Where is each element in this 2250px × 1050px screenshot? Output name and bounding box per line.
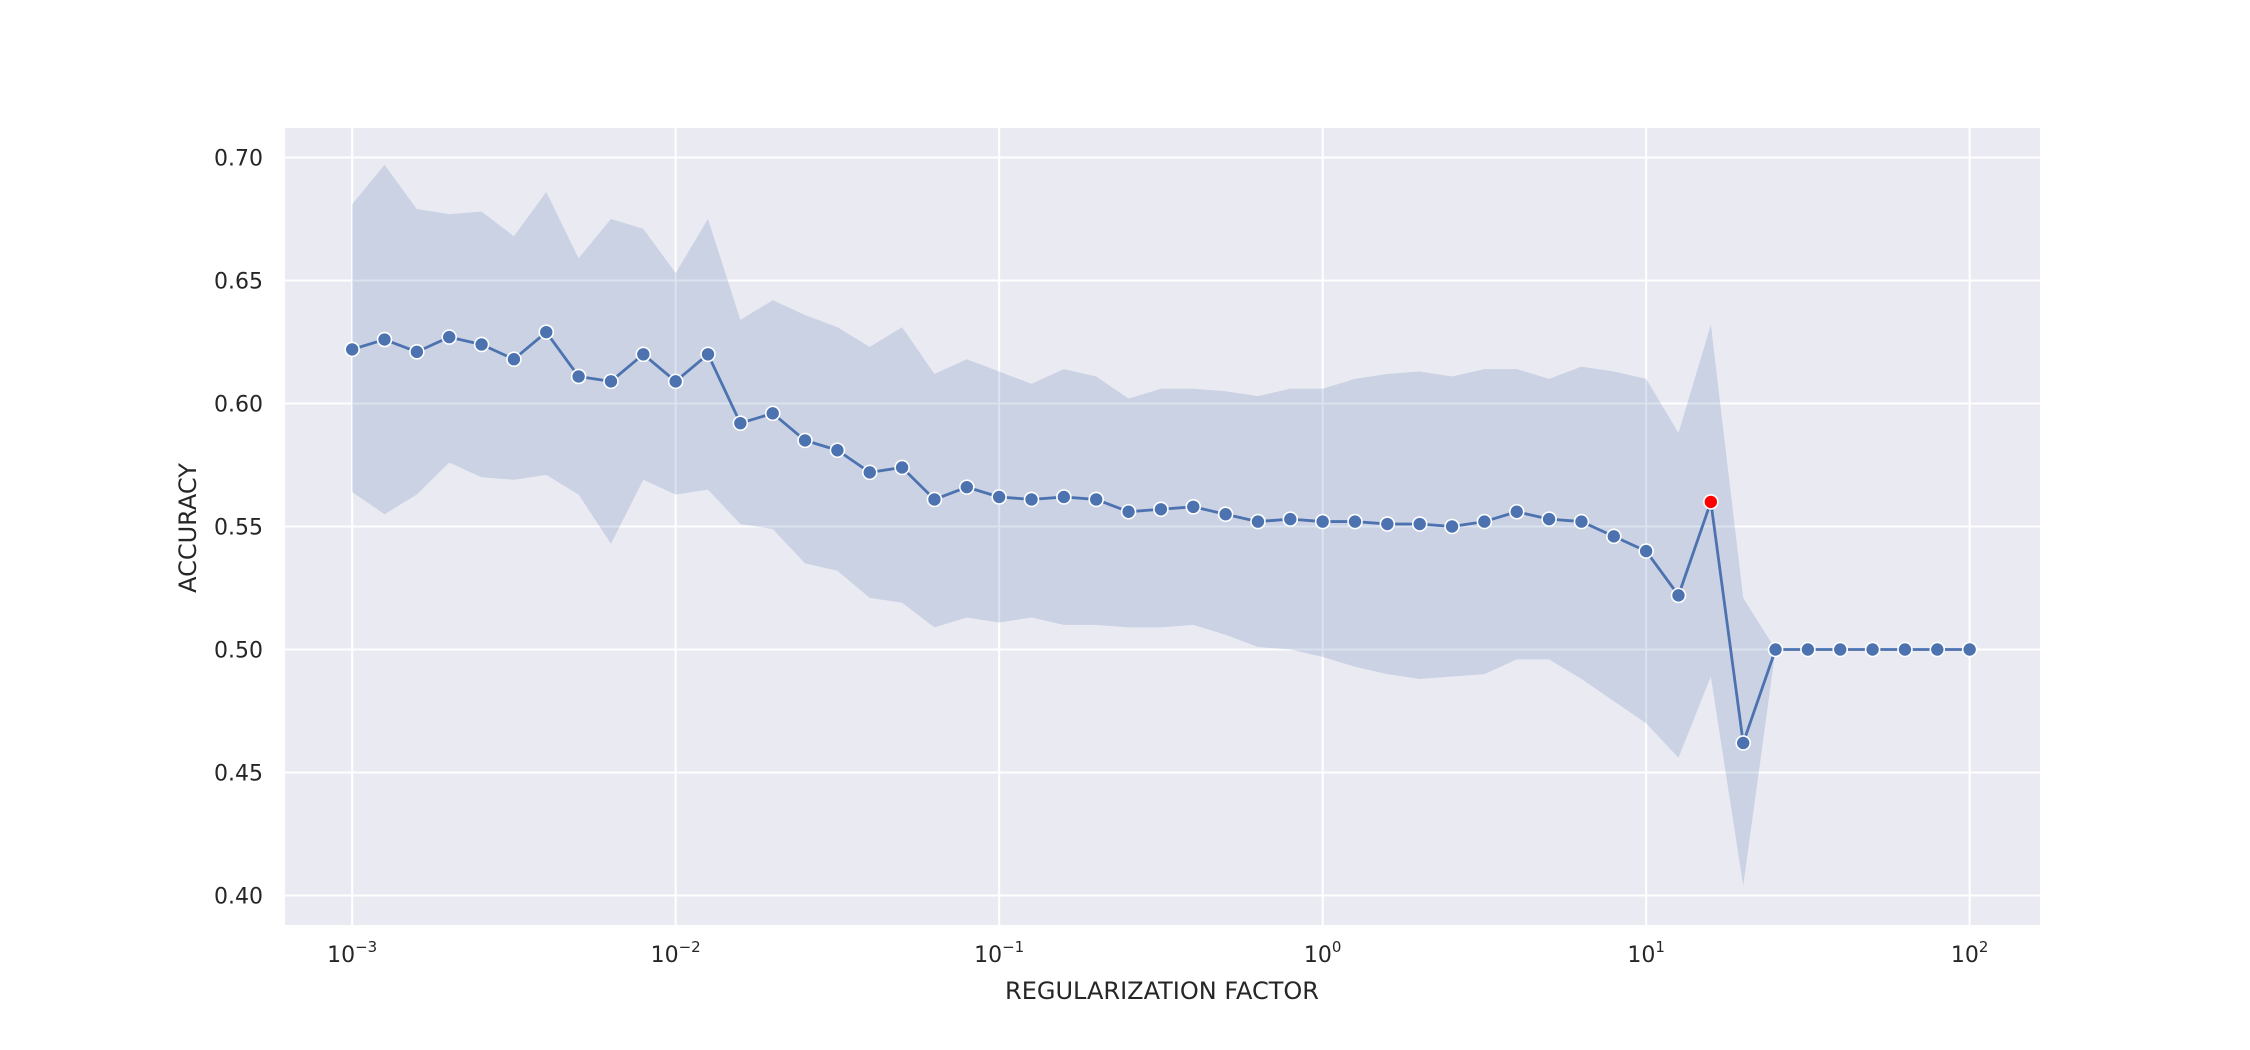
data-point (1282, 511, 1299, 527)
data-point (506, 351, 522, 368)
data-point (441, 329, 458, 345)
data-point (1832, 641, 1849, 658)
data-point (797, 432, 813, 449)
data-point (1120, 503, 1137, 520)
y-axis-title: ACCURACY (174, 463, 202, 593)
data-point (1800, 641, 1816, 658)
x-tick-label: 10−2 (651, 938, 701, 968)
x-tick-label: 101 (1627, 938, 1665, 968)
data-point (570, 368, 587, 385)
data-point (1508, 503, 1525, 520)
data-point (991, 489, 1007, 505)
data-point (732, 415, 749, 431)
x-tick-labels: 10−3 10−2 10−1 100 101 102 (327, 938, 1988, 968)
data-point (1153, 501, 1169, 518)
highlighted-data-point (1703, 494, 1719, 510)
y-tick-label: 0.65 (214, 270, 263, 295)
data-point (409, 344, 425, 360)
data-point (1444, 518, 1460, 535)
data-point (1638, 543, 1654, 559)
data-point (829, 442, 846, 459)
data-point (1929, 641, 1946, 658)
data-point (344, 341, 360, 358)
x-tick-label: 10−1 (974, 938, 1024, 968)
data-point (1735, 735, 1751, 751)
data-point (1864, 641, 1881, 658)
data-point (1573, 513, 1590, 530)
y-tick-label: 0.45 (214, 761, 263, 786)
data-point (894, 459, 910, 476)
data-point (700, 346, 716, 363)
y-tick-labels: 0.40 0.45 0.50 0.55 0.60 0.65 0.70 (214, 147, 263, 910)
data-point (603, 373, 619, 390)
data-point (1314, 513, 1331, 530)
data-point (1961, 641, 1978, 658)
data-point (1217, 506, 1234, 523)
confidence-band-area (352, 164, 1970, 886)
data-point (1897, 641, 1913, 658)
data-point (538, 324, 555, 340)
data-point (1379, 516, 1396, 532)
data-point (926, 491, 943, 508)
data-point (1411, 516, 1428, 532)
data-point (764, 405, 781, 422)
x-tick-label: 102 (1951, 938, 1989, 968)
data-point (959, 479, 975, 495)
data-point (1056, 489, 1072, 505)
data-point (376, 331, 393, 348)
x-tick-label: 100 (1304, 938, 1342, 968)
data-point (1088, 491, 1105, 508)
y-tick-label: 0.70 (214, 147, 263, 172)
y-tick-label: 0.40 (214, 884, 263, 909)
confidence-band (352, 164, 1970, 886)
data-point (1767, 641, 1784, 658)
data-point (861, 464, 878, 481)
y-tick-label: 0.60 (214, 393, 263, 418)
series-markers (344, 324, 1978, 751)
data-point (1347, 513, 1363, 530)
y-tick-label: 0.50 (214, 638, 263, 663)
data-point (1023, 491, 1040, 508)
x-tick-label: 10−3 (327, 938, 377, 968)
x-axis-title: REGULARIZATION FACTOR (1005, 977, 1319, 1005)
data-point (1541, 511, 1557, 527)
data-point (1476, 513, 1493, 530)
data-point (1670, 587, 1687, 604)
y-tick-label: 0.55 (214, 516, 263, 541)
data-point (473, 336, 490, 353)
data-point (1605, 528, 1622, 545)
data-point (635, 346, 652, 363)
data-point (1250, 513, 1266, 530)
data-point (667, 373, 684, 390)
data-point (1185, 499, 1202, 515)
